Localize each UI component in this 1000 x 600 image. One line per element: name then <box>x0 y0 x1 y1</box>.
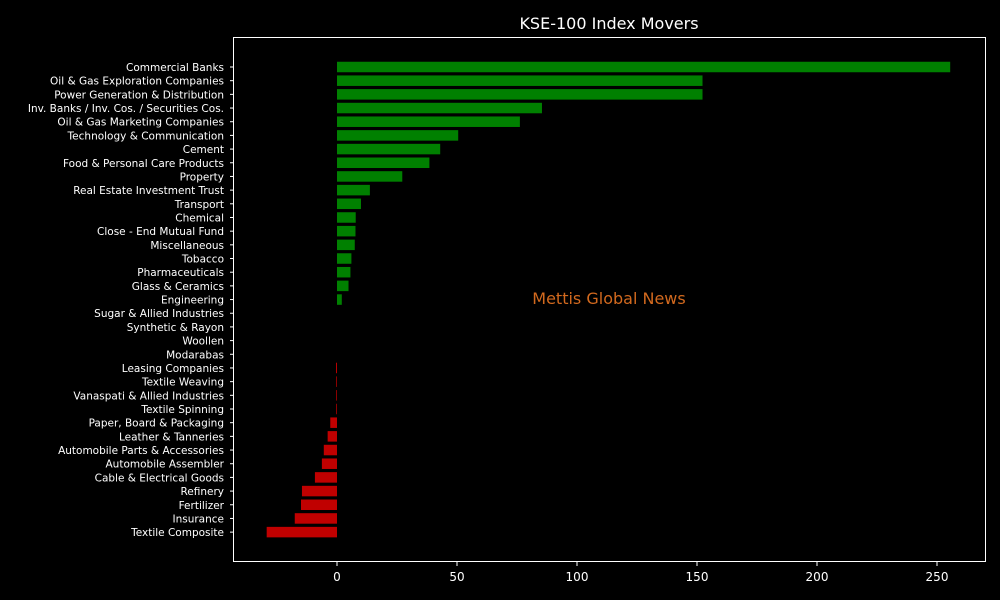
bar-cable-electrical-goods <box>314 472 337 483</box>
x-axis-ticks: 0 50 100 150 200 250 <box>333 562 948 584</box>
x-tick-label: 100 <box>566 570 589 584</box>
category-label: Commercial Banks <box>126 62 224 74</box>
category-label: Real Estate Investment Trust <box>73 185 224 197</box>
bar-fertilizer <box>301 499 337 511</box>
chart-title: KSE-100 Index Movers <box>519 14 698 33</box>
bar-vanaspati-allied-industries <box>336 390 337 401</box>
category-label: Modarabas <box>166 349 224 361</box>
category-label: Technology & Communication <box>67 130 224 142</box>
bar-textile-composite <box>266 526 337 538</box>
category-label: Power Generation & Distribution <box>54 89 224 101</box>
bar-paper-board-packaging <box>330 417 337 428</box>
bar-transport <box>337 198 361 210</box>
category-label: Textile Spinning <box>140 404 224 416</box>
bar-leather-tanneries <box>327 431 337 442</box>
bar-textile-weaving <box>336 376 337 387</box>
category-label: Property <box>180 171 224 183</box>
bar-real-estate-investment-trust <box>337 184 370 196</box>
category-label: Tobacco <box>181 254 224 266</box>
bar-miscellaneous <box>337 239 355 251</box>
category-label: Engineering <box>161 295 224 307</box>
category-label: Cable & Electrical Goods <box>95 472 224 484</box>
category-label: Leather & Tanneries <box>119 431 224 443</box>
bar-power-generation-distribution <box>337 89 703 100</box>
category-label: Synthetic & Rayon <box>127 322 224 334</box>
category-label: Woollen <box>182 336 224 348</box>
category-label: Miscellaneous <box>150 240 224 252</box>
category-label: Transport <box>174 199 224 211</box>
category-label: Textile Weaving <box>141 377 224 389</box>
bar-close-end-mutual-fund <box>337 225 356 237</box>
x-tick-label: 50 <box>449 570 464 584</box>
bar-refinery <box>301 485 337 497</box>
bar-textile-spinning <box>336 403 337 415</box>
bar-automobile-assembler <box>321 458 337 469</box>
category-label: Refinery <box>180 486 224 498</box>
bar-automobile-parts-accessories <box>323 444 337 456</box>
bars-layer <box>266 61 951 538</box>
category-label: Chemical <box>175 212 224 224</box>
bar-glass-ceramics <box>337 280 349 292</box>
bar-food-personal-care-products <box>337 157 430 169</box>
bar-inv-banks-inv-cos-securities-cos <box>337 102 542 114</box>
category-label: Automobile Assembler <box>106 459 225 471</box>
category-label: Insurance <box>172 513 224 525</box>
bar-leasing-companies <box>336 362 337 374</box>
category-label: Vanaspati & Allied Industries <box>73 390 224 402</box>
bar-engineering <box>337 294 342 305</box>
category-label: Fertilizer <box>179 500 225 512</box>
x-tick-label: 250 <box>926 570 949 584</box>
x-tick-label: 150 <box>686 570 709 584</box>
category-label: Inv. Banks / Inv. Cos. / Securities Cos. <box>28 103 224 115</box>
category-label: Oil & Gas Exploration Companies <box>50 76 224 88</box>
category-label: Textile Composite <box>130 527 224 539</box>
bar-pharmaceuticals <box>337 266 351 278</box>
category-label: Cement <box>183 144 224 156</box>
category-labels: Commercial Banks Oil & Gas Exploration Co… <box>28 62 234 539</box>
bar-tobacco <box>337 253 352 264</box>
bar-cement <box>337 143 441 155</box>
bar-insurance <box>294 513 337 524</box>
bar-oil-gas-exploration-companies <box>337 75 703 86</box>
bar-commercial-banks <box>337 61 951 73</box>
watermark-annotation: Mettis Global News <box>532 289 685 308</box>
category-label: Food & Personal Care Products <box>63 158 224 170</box>
bar-chemical <box>337 212 356 223</box>
category-label: Sugar & Allied Industries <box>94 308 224 320</box>
category-label: Close - End Mutual Fund <box>97 226 224 238</box>
category-label: Paper, Board & Packaging <box>89 418 224 430</box>
bar-technology-communication <box>337 130 459 141</box>
x-tick-label: 200 <box>806 570 829 584</box>
bar-property <box>337 171 403 182</box>
category-label: Automobile Parts & Accessories <box>58 445 224 457</box>
category-label: Pharmaceuticals <box>137 267 224 279</box>
bar-oil-gas-marketing-companies <box>337 116 520 127</box>
category-label: Glass & Ceramics <box>132 281 224 293</box>
x-tick-label: 0 <box>333 570 341 584</box>
category-label: Oil & Gas Marketing Companies <box>57 117 224 129</box>
category-label: Leasing Companies <box>122 363 224 375</box>
